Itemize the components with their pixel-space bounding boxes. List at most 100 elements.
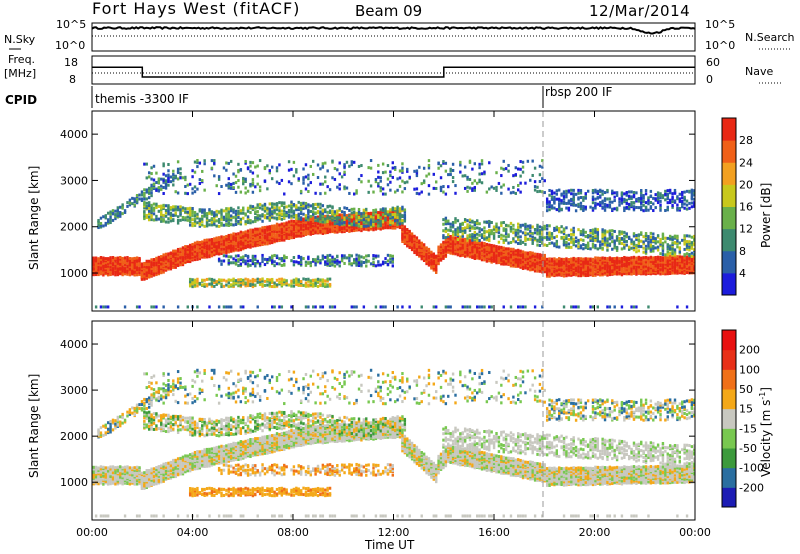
power-cell [280, 233, 284, 237]
power-cell [567, 238, 571, 242]
power-cell [157, 260, 161, 264]
power-cell [201, 210, 204, 214]
power-cell [584, 193, 587, 197]
power-cell [314, 278, 317, 282]
power-cell [229, 209, 233, 213]
power-cell [172, 178, 175, 182]
power-cell [164, 262, 168, 266]
power-cell [352, 218, 356, 222]
power-cell [239, 190, 243, 194]
power-cell [449, 250, 452, 254]
power-cell [326, 277, 329, 281]
power-cell [451, 225, 455, 229]
power-cell [396, 305, 399, 309]
power-cell [485, 220, 489, 224]
power-cell [541, 226, 544, 230]
power-cell [606, 197, 609, 201]
power-cell [275, 216, 279, 220]
power-cell [524, 258, 527, 262]
power-cell [584, 192, 587, 196]
power-cell [620, 256, 624, 260]
power-cell [471, 244, 474, 248]
power-cell [507, 250, 510, 254]
power-cell [558, 271, 561, 275]
power-cell [280, 305, 284, 309]
power-cell [331, 227, 334, 231]
power-cell [215, 238, 218, 242]
power-cell [287, 168, 291, 172]
power-cell [594, 227, 597, 231]
power-cell [483, 170, 486, 174]
power-cell [406, 244, 409, 248]
power-cell [579, 246, 583, 250]
power-cell [162, 213, 165, 217]
nave-tick-bottom: 0 [706, 73, 713, 86]
power-cell [574, 192, 578, 196]
power-cell [615, 272, 619, 276]
power-cell [558, 230, 561, 234]
power-cell [454, 219, 457, 223]
power-cell [162, 266, 165, 270]
power-cell [415, 169, 419, 173]
power-cell [213, 239, 216, 243]
power-cell [396, 213, 399, 217]
power-cell [623, 266, 626, 270]
power-cell [145, 215, 148, 219]
power-cell [567, 258, 571, 262]
power-cell [280, 280, 284, 284]
power-cell [268, 171, 271, 175]
power-cell [196, 240, 199, 244]
power-cell [164, 256, 168, 260]
power-cell [618, 257, 621, 261]
power-cell [553, 263, 556, 267]
sky-left-label: N.Sky [4, 33, 36, 46]
power-cell [304, 281, 308, 285]
power-cell [425, 248, 428, 252]
power-cell [109, 261, 112, 265]
power-cell [594, 244, 597, 248]
power-cell [430, 264, 433, 268]
power-cell [558, 227, 561, 231]
power-cell [543, 266, 546, 270]
power-cell [627, 207, 631, 211]
power-cell [439, 246, 443, 250]
power-cell [225, 247, 228, 251]
power-cell [191, 187, 194, 191]
power-cell [237, 278, 240, 282]
power-cell [208, 305, 211, 309]
power-cell [519, 239, 522, 243]
power-cell [155, 214, 158, 218]
power-cell [615, 193, 619, 197]
power-cell [193, 252, 197, 256]
power-cell [104, 270, 107, 274]
power-cell [172, 208, 175, 212]
power-cell [278, 257, 281, 261]
power-cell [92, 261, 95, 265]
power-cell [352, 258, 356, 262]
power-cell [229, 236, 233, 240]
power-cell [299, 208, 303, 212]
power-cell [174, 260, 177, 264]
power-cell [309, 264, 312, 268]
power-cell [591, 228, 595, 232]
power-cell [565, 264, 568, 268]
power-cell [295, 170, 298, 174]
power-cell [495, 248, 498, 252]
power-cell [304, 260, 308, 264]
power-cell [562, 264, 566, 268]
power-cell [367, 219, 370, 223]
power-cell [632, 270, 636, 274]
power-cell [637, 257, 641, 261]
power-cell [157, 177, 161, 181]
power-cell [447, 240, 450, 244]
power-cell [237, 259, 240, 263]
power-cell [478, 172, 481, 176]
power-cell [237, 162, 240, 166]
power-cell [338, 264, 341, 268]
power-cell [521, 267, 525, 271]
power-cell [517, 228, 520, 232]
power-cell [343, 172, 346, 176]
power-cell [167, 252, 170, 256]
power-cell [179, 258, 182, 262]
power-cell [176, 205, 180, 209]
